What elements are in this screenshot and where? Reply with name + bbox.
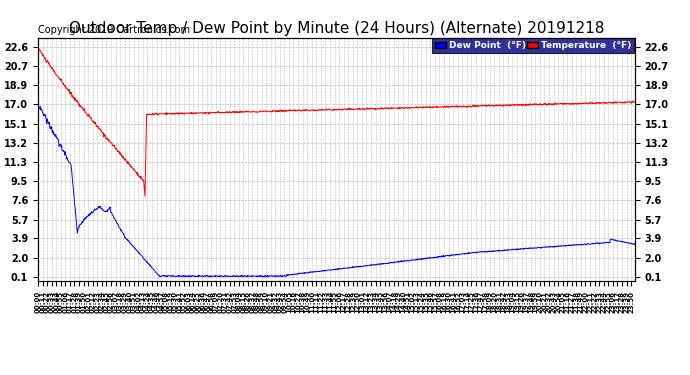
Text: Copyright 2019 Cartronics.com: Copyright 2019 Cartronics.com: [38, 25, 190, 35]
Legend: Dew Point  (°F), Temperature  (°F): Dew Point (°F), Temperature (°F): [433, 38, 634, 53]
Title: Outdoor Temp / Dew Point by Minute (24 Hours) (Alternate) 20191218: Outdoor Temp / Dew Point by Minute (24 H…: [69, 21, 604, 36]
